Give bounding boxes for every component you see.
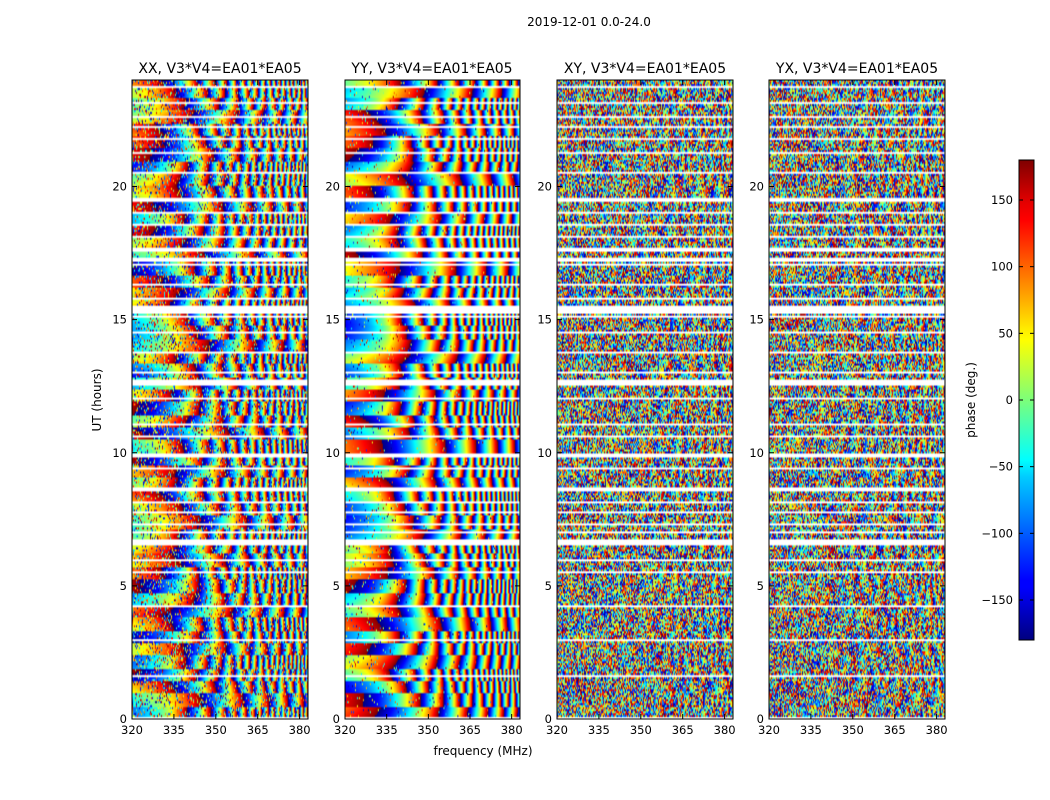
x-tick-label: 350 <box>842 723 864 737</box>
x-tick-label: 365 <box>884 723 906 737</box>
axes-frame <box>344 79 521 720</box>
panel-title: YY, V3*V4=EA01*EA05 <box>350 61 512 77</box>
y-axis-label: UT (hours) <box>90 368 104 431</box>
colorbar-ticks: 150 100 50 0 −50 −100 −150 <box>981 193 1034 607</box>
y-tick-label: 15 <box>749 313 764 327</box>
phase-heatmap <box>769 80 945 719</box>
panel-plot-area: 320 335 350 365 380 0 5 10 15 20 <box>749 79 948 737</box>
y-tick-label: 5 <box>333 579 340 593</box>
colorbar-tick-label: −150 <box>981 593 1013 607</box>
panel-title: YX, V3*V4=EA01*EA05 <box>775 61 938 77</box>
x-tick-label: 350 <box>205 723 227 737</box>
y-tick-label: 5 <box>757 579 764 593</box>
y-tick-label: 20 <box>537 180 552 194</box>
panel-title: XY, V3*V4=EA01*EA05 <box>564 61 726 77</box>
panel-plot-area: 320 335 350 365 380 0 5 10 15 20 <box>112 79 311 737</box>
x-tick-label: 380 <box>501 723 523 737</box>
x-tick-label: 350 <box>417 723 439 737</box>
axes-frame <box>131 79 309 720</box>
y-tick-label: 20 <box>749 180 764 194</box>
axes-frame <box>556 79 734 720</box>
x-tick-label: 335 <box>800 723 822 737</box>
colorbar-tick-label: −50 <box>989 460 1013 474</box>
x-tick-label: 320 <box>758 723 780 737</box>
y-tick-label: 15 <box>537 313 552 327</box>
y-tick-label: 0 <box>545 712 552 726</box>
x-tick-label: 380 <box>714 723 736 737</box>
colorbar: 150 100 50 0 −50 −100 −150 phase (deg.) <box>964 159 1035 641</box>
figure-suptitle: 2019-12-01 0.0-24.0 <box>527 15 651 29</box>
x-tick-label: 365 <box>672 723 694 737</box>
x-tick-label: 320 <box>121 723 143 737</box>
x-tick-label: 365 <box>459 723 481 737</box>
x-tick-label: 320 <box>546 723 568 737</box>
colorbar-tick-label: −100 <box>981 526 1013 540</box>
x-tick-label: 380 <box>289 723 311 737</box>
x-tick-label: 335 <box>376 723 398 737</box>
x-axis-label: frequency (MHz) <box>433 744 532 758</box>
y-tick-label: 10 <box>749 446 764 460</box>
x-tick-label: 335 <box>588 723 610 737</box>
colorbar-tick-label: 100 <box>991 260 1013 274</box>
y-tick-label: 0 <box>120 712 127 726</box>
panel-plot-area: 320 335 350 365 380 0 5 10 15 20 <box>325 79 523 737</box>
x-tick-label: 335 <box>163 723 185 737</box>
panel-yy: YY, V3*V4=EA01*EA05 320 335 350 365 380 0 5 10 1… <box>325 61 522 737</box>
y-tick-label: 10 <box>537 446 552 460</box>
panel-xy: XY, V3*V4=EA01*EA05 320 335 350 365 380 0 5 10 1… <box>537 61 735 737</box>
colorbar-tick-label: 150 <box>991 193 1013 207</box>
panel-plot-area: 320 335 350 365 380 0 5 10 15 20 <box>537 79 736 737</box>
panel-yx: YX, V3*V4=EA01*EA05 320 335 350 365 380 0 5 10 1… <box>749 61 947 737</box>
y-tick-label: 5 <box>545 579 552 593</box>
colorbar-label: phase (deg.) <box>964 362 978 438</box>
panel-title: XX, V3*V4=EA01*EA05 <box>138 61 301 77</box>
y-tick-label: 10 <box>325 446 340 460</box>
y-tick-label: 15 <box>112 313 127 327</box>
y-tick-label: 20 <box>112 180 127 194</box>
panel-xx: XX, V3*V4=EA01*EA05 320 335 350 365 380 0 5 10 1… <box>112 61 310 737</box>
phase-heatmap <box>345 80 520 719</box>
x-tick-label: 380 <box>926 723 948 737</box>
y-tick-label: 0 <box>333 712 340 726</box>
phase-heatmap <box>132 80 308 719</box>
y-tick-label: 15 <box>325 313 340 327</box>
y-tick-label: 10 <box>112 446 127 460</box>
x-tick-label: 365 <box>247 723 269 737</box>
colorbar-tick-label: 0 <box>1006 393 1013 407</box>
y-tick-label: 5 <box>120 579 127 593</box>
y-tick-label: 20 <box>325 180 340 194</box>
axes-frame <box>768 79 946 720</box>
y-tick-label: 0 <box>757 712 764 726</box>
colorbar-tick-label: 50 <box>998 326 1013 340</box>
x-tick-label: 320 <box>334 723 356 737</box>
x-tick-label: 350 <box>630 723 652 737</box>
phase-heatmap <box>557 80 733 719</box>
